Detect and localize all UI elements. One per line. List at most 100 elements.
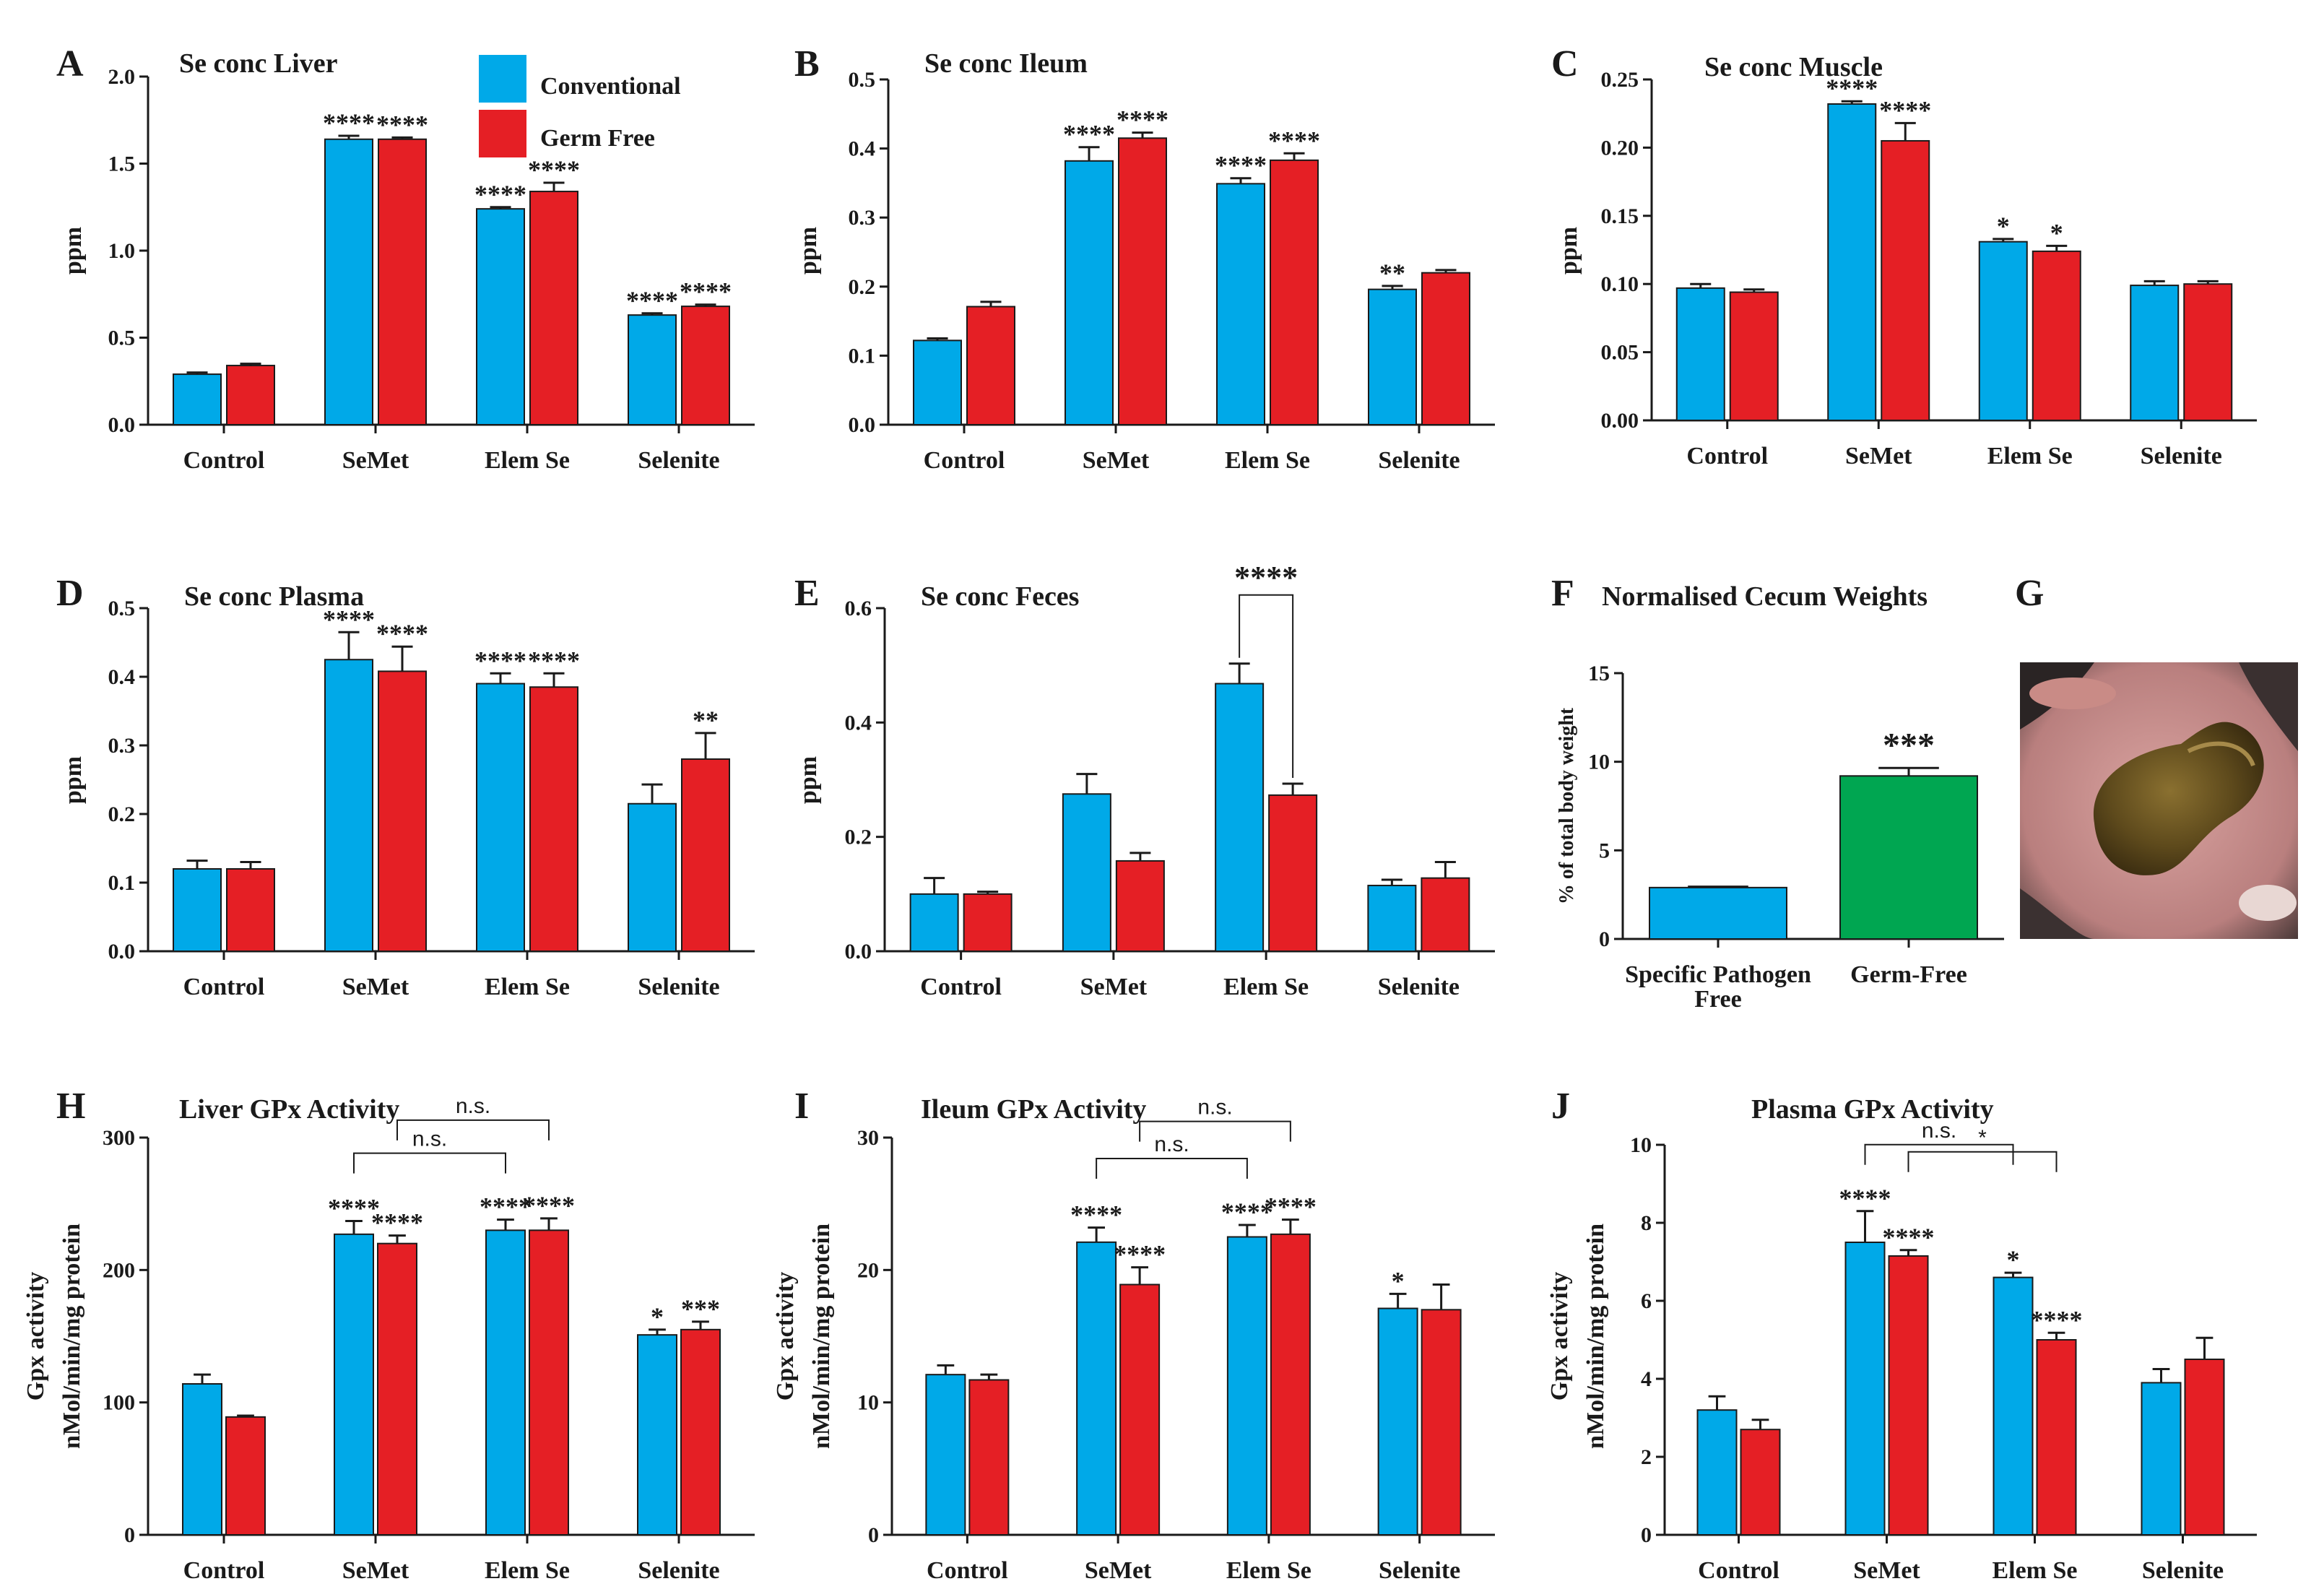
y-axis-title: Gpx activity [22,1272,49,1400]
x-tick-label: Control [183,447,265,474]
significance-label: **** [1221,1198,1273,1226]
bar-germ-free [1115,860,1165,952]
y-axis-title: Gpx activity [772,1272,799,1400]
y-tick-label: 0 [124,1523,135,1547]
panel-letter: D [56,573,84,614]
y-tick-label: 0.6 [845,597,872,620]
chart-b: B Se conc Ileum 0.0 0.1 0.2 0.3 0.4 0.5 ppm Contr… [794,43,1495,474]
bar-germ-free [377,1242,417,1536]
y-tick-label: 10 [1588,750,1610,774]
y-tick-label: 0.1 [849,344,876,368]
significance-label: **** [1883,1223,1935,1252]
significance-label: * [1997,212,2010,241]
bar-germ-free [529,191,578,425]
panel-title: Plasma GPx Activity [1751,1094,1994,1125]
y-tick-label: 0.0 [849,413,876,437]
bar-conventional [1216,183,1265,426]
y-tick-label: 200 [103,1258,135,1282]
chart-a: A Se conc Liver 0.0 0.5 1.0 1.5 2.0 ppm Control S… [56,43,755,474]
y-tick-label: 6 [1641,1289,1652,1313]
y-tick-label: 0.10 [1601,272,1639,296]
bar-germ-free [968,1379,1010,1536]
significance-label: **** [528,155,580,184]
bar-conventional [1839,775,1978,940]
y-tick-label: 0 [1641,1523,1652,1547]
significance-label: **** [523,1191,575,1220]
significance-label: **** [528,646,580,675]
y-axis-title: % of total body weight [1556,707,1578,904]
significance-label: * [1392,1266,1405,1295]
x-tick-label: Selenite [1378,447,1460,474]
bar-conventional [925,1374,966,1536]
chart-d: D Se conc Plasma 0.0 0.1 0.2 0.3 0.4 0.5 ppm Cont… [56,573,755,1000]
significance-label: ** [693,706,719,735]
bar-conventional [1844,1242,1886,1536]
significance-label: **** [474,646,526,675]
bar-germ-free [681,306,730,425]
panel-title: Se conc Muscle [1704,52,1883,82]
bar-conventional [1978,241,2028,421]
bar-germ-free [1118,137,1167,425]
significance-label: *** [1883,726,1935,764]
y-tick-label: 0.00 [1601,409,1639,433]
bar-conventional [1062,793,1111,952]
panel-letter: C [1551,43,1579,85]
bar-germ-free [1119,1283,1161,1536]
significance-label: **** [328,1194,380,1223]
bar-conventional [1076,1241,1117,1536]
y-tick-label: 0.05 [1601,341,1639,365]
x-tick-label: Selenite [1378,974,1460,1000]
x-tick-label: SeMet [342,447,409,474]
y-tick-label: 30 [857,1126,879,1150]
x-tick-label: Control [1686,443,1768,469]
comparison-label: n.s. [1197,1096,1232,1120]
bar-conventional [1377,1307,1418,1536]
y-axis-title: Gpx activity [1546,1272,1573,1400]
bar-conventional [913,339,962,426]
y-tick-label: 0.4 [849,137,876,161]
y-tick-label: 8 [1641,1211,1652,1235]
panel-letter: J [1551,1086,1570,1127]
y-tick-label: 0.20 [1601,136,1639,160]
significance-label: **** [1826,74,1878,103]
photo-panel-g: G [2015,573,2298,939]
bar-germ-free [226,365,275,425]
bar-germ-free [529,686,578,952]
x-tick-label: Control [1698,1557,1779,1584]
y-axis-title: ppm [60,756,87,804]
significance-label: **** [480,1192,532,1221]
x-tick-label: Selenite [638,447,719,474]
y-tick-label: 0.5 [849,68,876,92]
significance-label: **** [323,605,375,633]
significance-label: ** [1379,259,1405,287]
x-tick-label: Elem Se [1987,443,2073,469]
significance-label: **** [474,180,526,209]
legend-swatch-conventional [479,55,526,103]
significance-label: **** [1879,95,1931,124]
significance-label: **** [680,277,732,306]
panel-letter: E [794,573,820,614]
bar-conventional [173,868,222,952]
x-tick-label: Selenite [2142,1557,2224,1584]
bar-germ-free [1729,291,1779,422]
comparison-bracket [1907,1151,2058,1172]
y-tick-label: 0 [1599,927,1610,951]
significance-label: * [2050,218,2063,247]
bar-germ-free [1888,1255,1929,1536]
y-tick-label: 0.5 [108,326,136,350]
bar-germ-free [225,1416,266,1536]
x-tick-label: Elem Se [1223,974,1309,1000]
x-tick-label: SeMet [342,1557,409,1584]
comparison-label: **** [1234,560,1298,595]
bar-conventional [909,893,959,953]
significance-label: **** [1268,126,1320,155]
panel-title: Liver GPx Activity [179,1094,399,1125]
x-tick-label: Specific Pathogen [1625,961,1811,988]
bar-germ-free [681,758,730,952]
comparison-bracket [1864,1143,2014,1165]
significance-label: **** [2031,1305,2083,1334]
bar-conventional [1215,683,1265,952]
significance-label: **** [1265,1192,1317,1221]
legend: Conventional Germ Free [479,55,681,157]
